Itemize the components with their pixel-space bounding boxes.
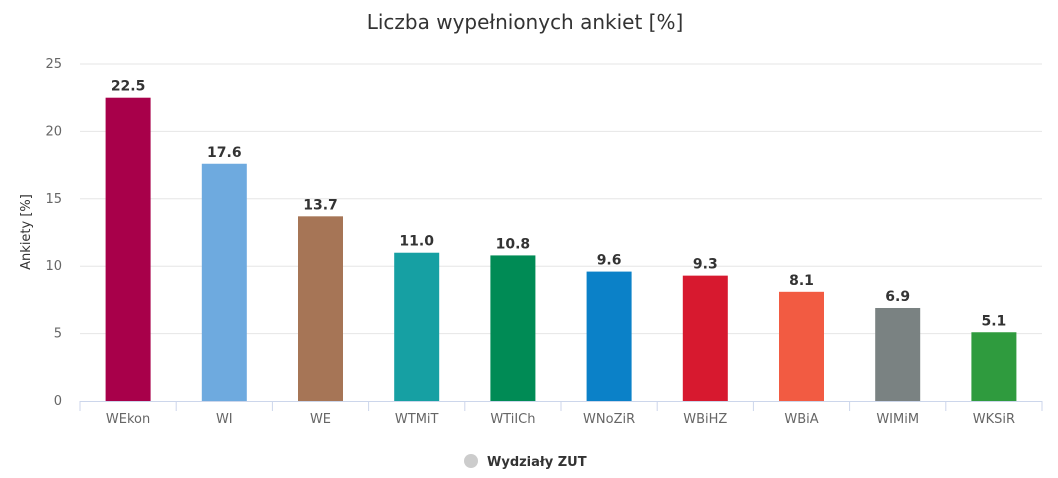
data-label-WIMiM: 6.9 — [885, 289, 910, 305]
data-label-WTiICh: 10.8 — [496, 236, 531, 252]
y-axis-title: Ankiety [%] — [19, 194, 34, 270]
x-axis-tick-labels: WEkon WI WE WTMiT WTiICh WNoZiR WBiHZ WBiA WIMiM… — [106, 412, 1015, 427]
data-label-WBiA: 8.1 — [789, 273, 814, 289]
data-label-WI: 17.6 — [207, 145, 242, 161]
bar-WE[interactable] — [298, 216, 343, 401]
bar-WBiA[interactable] — [779, 291, 824, 401]
legend[interactable]: Wydziały ZUT — [464, 454, 587, 470]
x-axis — [79, 401, 1043, 411]
y-tick-label: 10 — [45, 259, 62, 274]
x-tick-label-WBiHZ: WBiHZ — [683, 412, 727, 427]
y-tick-label: 20 — [45, 124, 62, 139]
data-label-WBiHZ: 9.3 — [693, 257, 718, 273]
bar-WTMiT[interactable] — [394, 252, 440, 401]
x-tick-label-WKSiR: WKSiR — [973, 412, 1015, 427]
x-tick-label-WTiICh: WTiICh — [490, 412, 535, 427]
bar-WIMiM[interactable] — [875, 307, 921, 401]
bar-WNoZiR[interactable] — [586, 271, 632, 401]
data-label-WKSiR: 5.1 — [981, 313, 1006, 329]
x-tick-label-WE: WE — [310, 412, 331, 427]
x-tick-label-WIMiM: WIMiM — [876, 412, 919, 427]
data-labels: 22.5 17.6 13.7 11.0 10.8 9.6 9.3 8.1 6.9 5.1 — [111, 79, 1006, 330]
legend-item-label[interactable]: Wydziały ZUT — [487, 455, 587, 470]
bar-WTiICh[interactable] — [490, 255, 536, 401]
bar-WKSiR[interactable] — [971, 332, 1017, 401]
bar-WI[interactable] — [201, 163, 247, 401]
data-label-WTMiT: 11.0 — [399, 234, 434, 250]
chart-title: Liczba wypełnionych ankiet [%] — [367, 10, 684, 34]
data-label-WNoZiR: 9.6 — [597, 253, 622, 269]
y-tick-label: 15 — [45, 192, 62, 207]
y-axis-tick-labels: 0 5 10 15 20 25 — [45, 57, 62, 409]
y-tick-label: 5 — [54, 327, 62, 342]
x-tick-label-WTMiT: WTMiT — [395, 412, 439, 427]
y-tick-label: 25 — [45, 57, 62, 72]
x-tick-label-WI: WI — [216, 412, 233, 427]
legend-marker-icon[interactable] — [464, 454, 478, 468]
data-label-WE: 13.7 — [303, 197, 338, 213]
x-tick-label-WNoZiR: WNoZiR — [583, 412, 635, 427]
x-tick-label-WEkon: WEkon — [106, 412, 150, 427]
y-tick-label: 0 — [54, 394, 62, 409]
bar-WBiHZ[interactable] — [682, 275, 728, 401]
bars — [105, 97, 1017, 401]
data-label-WEkon: 22.5 — [111, 79, 146, 95]
x-tick-label-WBiA: WBiA — [784, 412, 818, 427]
bar-WEkon[interactable] — [105, 97, 151, 401]
